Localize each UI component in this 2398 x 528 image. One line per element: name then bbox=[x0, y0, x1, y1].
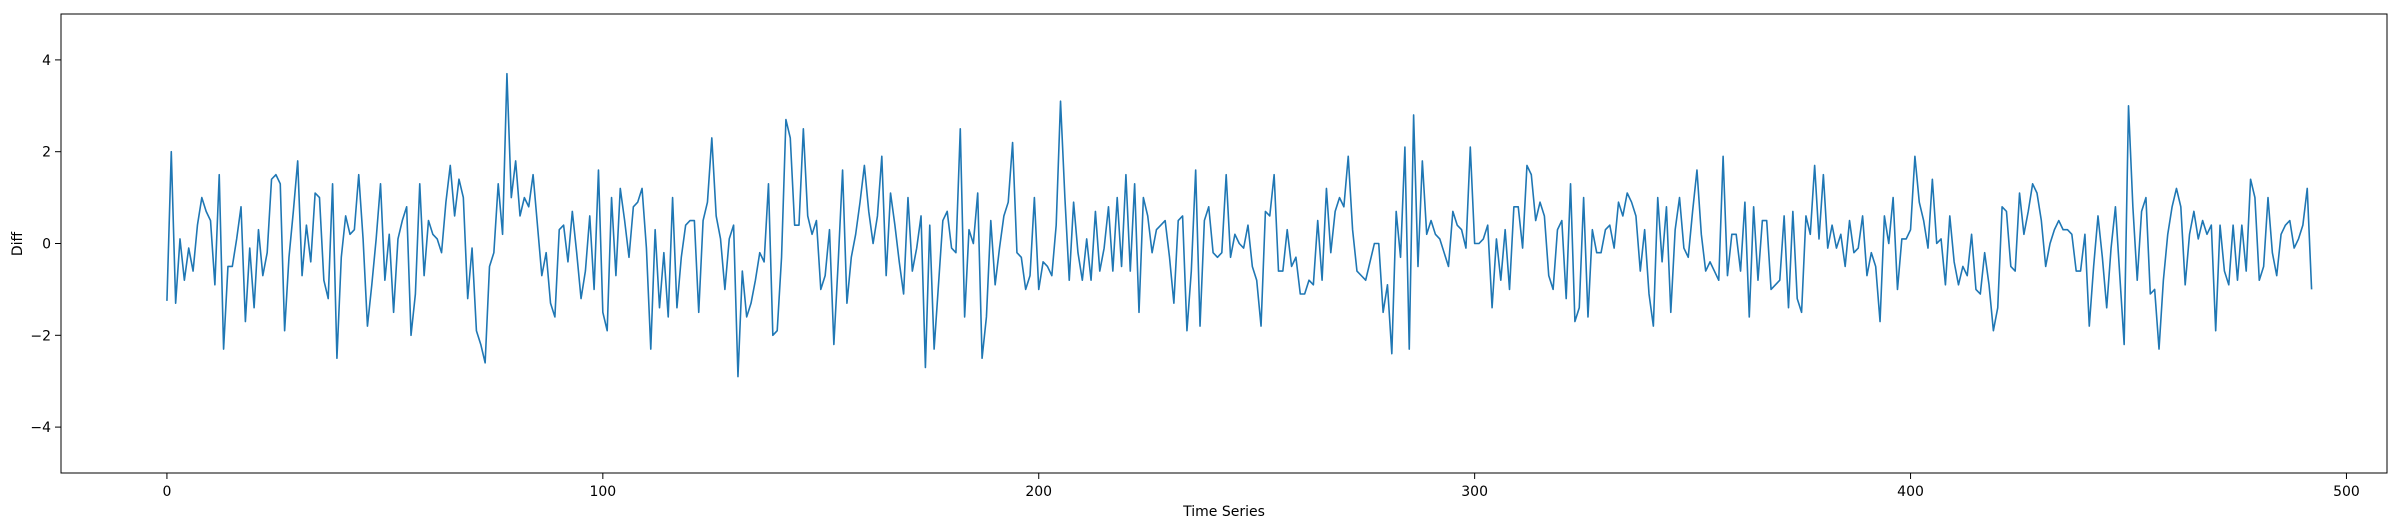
x-tick-label: 300 bbox=[1461, 484, 1488, 500]
plot-frame bbox=[60, 13, 2388, 474]
y-tick-label: 2 bbox=[42, 145, 51, 161]
y-axis-ticks: −4 −2 0 2 4 bbox=[30, 53, 61, 436]
x-tick-label: 500 bbox=[2333, 484, 2360, 500]
x-axis-title: Time Series bbox=[1182, 504, 1265, 520]
x-tick-label: 400 bbox=[1897, 484, 1924, 500]
y-axis-title: Diff bbox=[10, 231, 26, 256]
x-tick-label: 200 bbox=[1025, 484, 1052, 500]
y-tick-label: 4 bbox=[42, 53, 51, 69]
y-tick-label: −2 bbox=[30, 328, 51, 344]
y-tick-label: −4 bbox=[30, 420, 51, 436]
x-tick-label: 100 bbox=[589, 484, 616, 500]
plot-area: 0 100 200 300 400 500 −4 −2 0 2 4 bbox=[30, 13, 2388, 500]
series-line bbox=[166, 72, 2313, 378]
x-tick-label: 0 bbox=[162, 484, 171, 500]
x-axis-ticks: 0 100 200 300 400 500 bbox=[162, 473, 2360, 500]
y-tick-label: 0 bbox=[42, 237, 51, 253]
